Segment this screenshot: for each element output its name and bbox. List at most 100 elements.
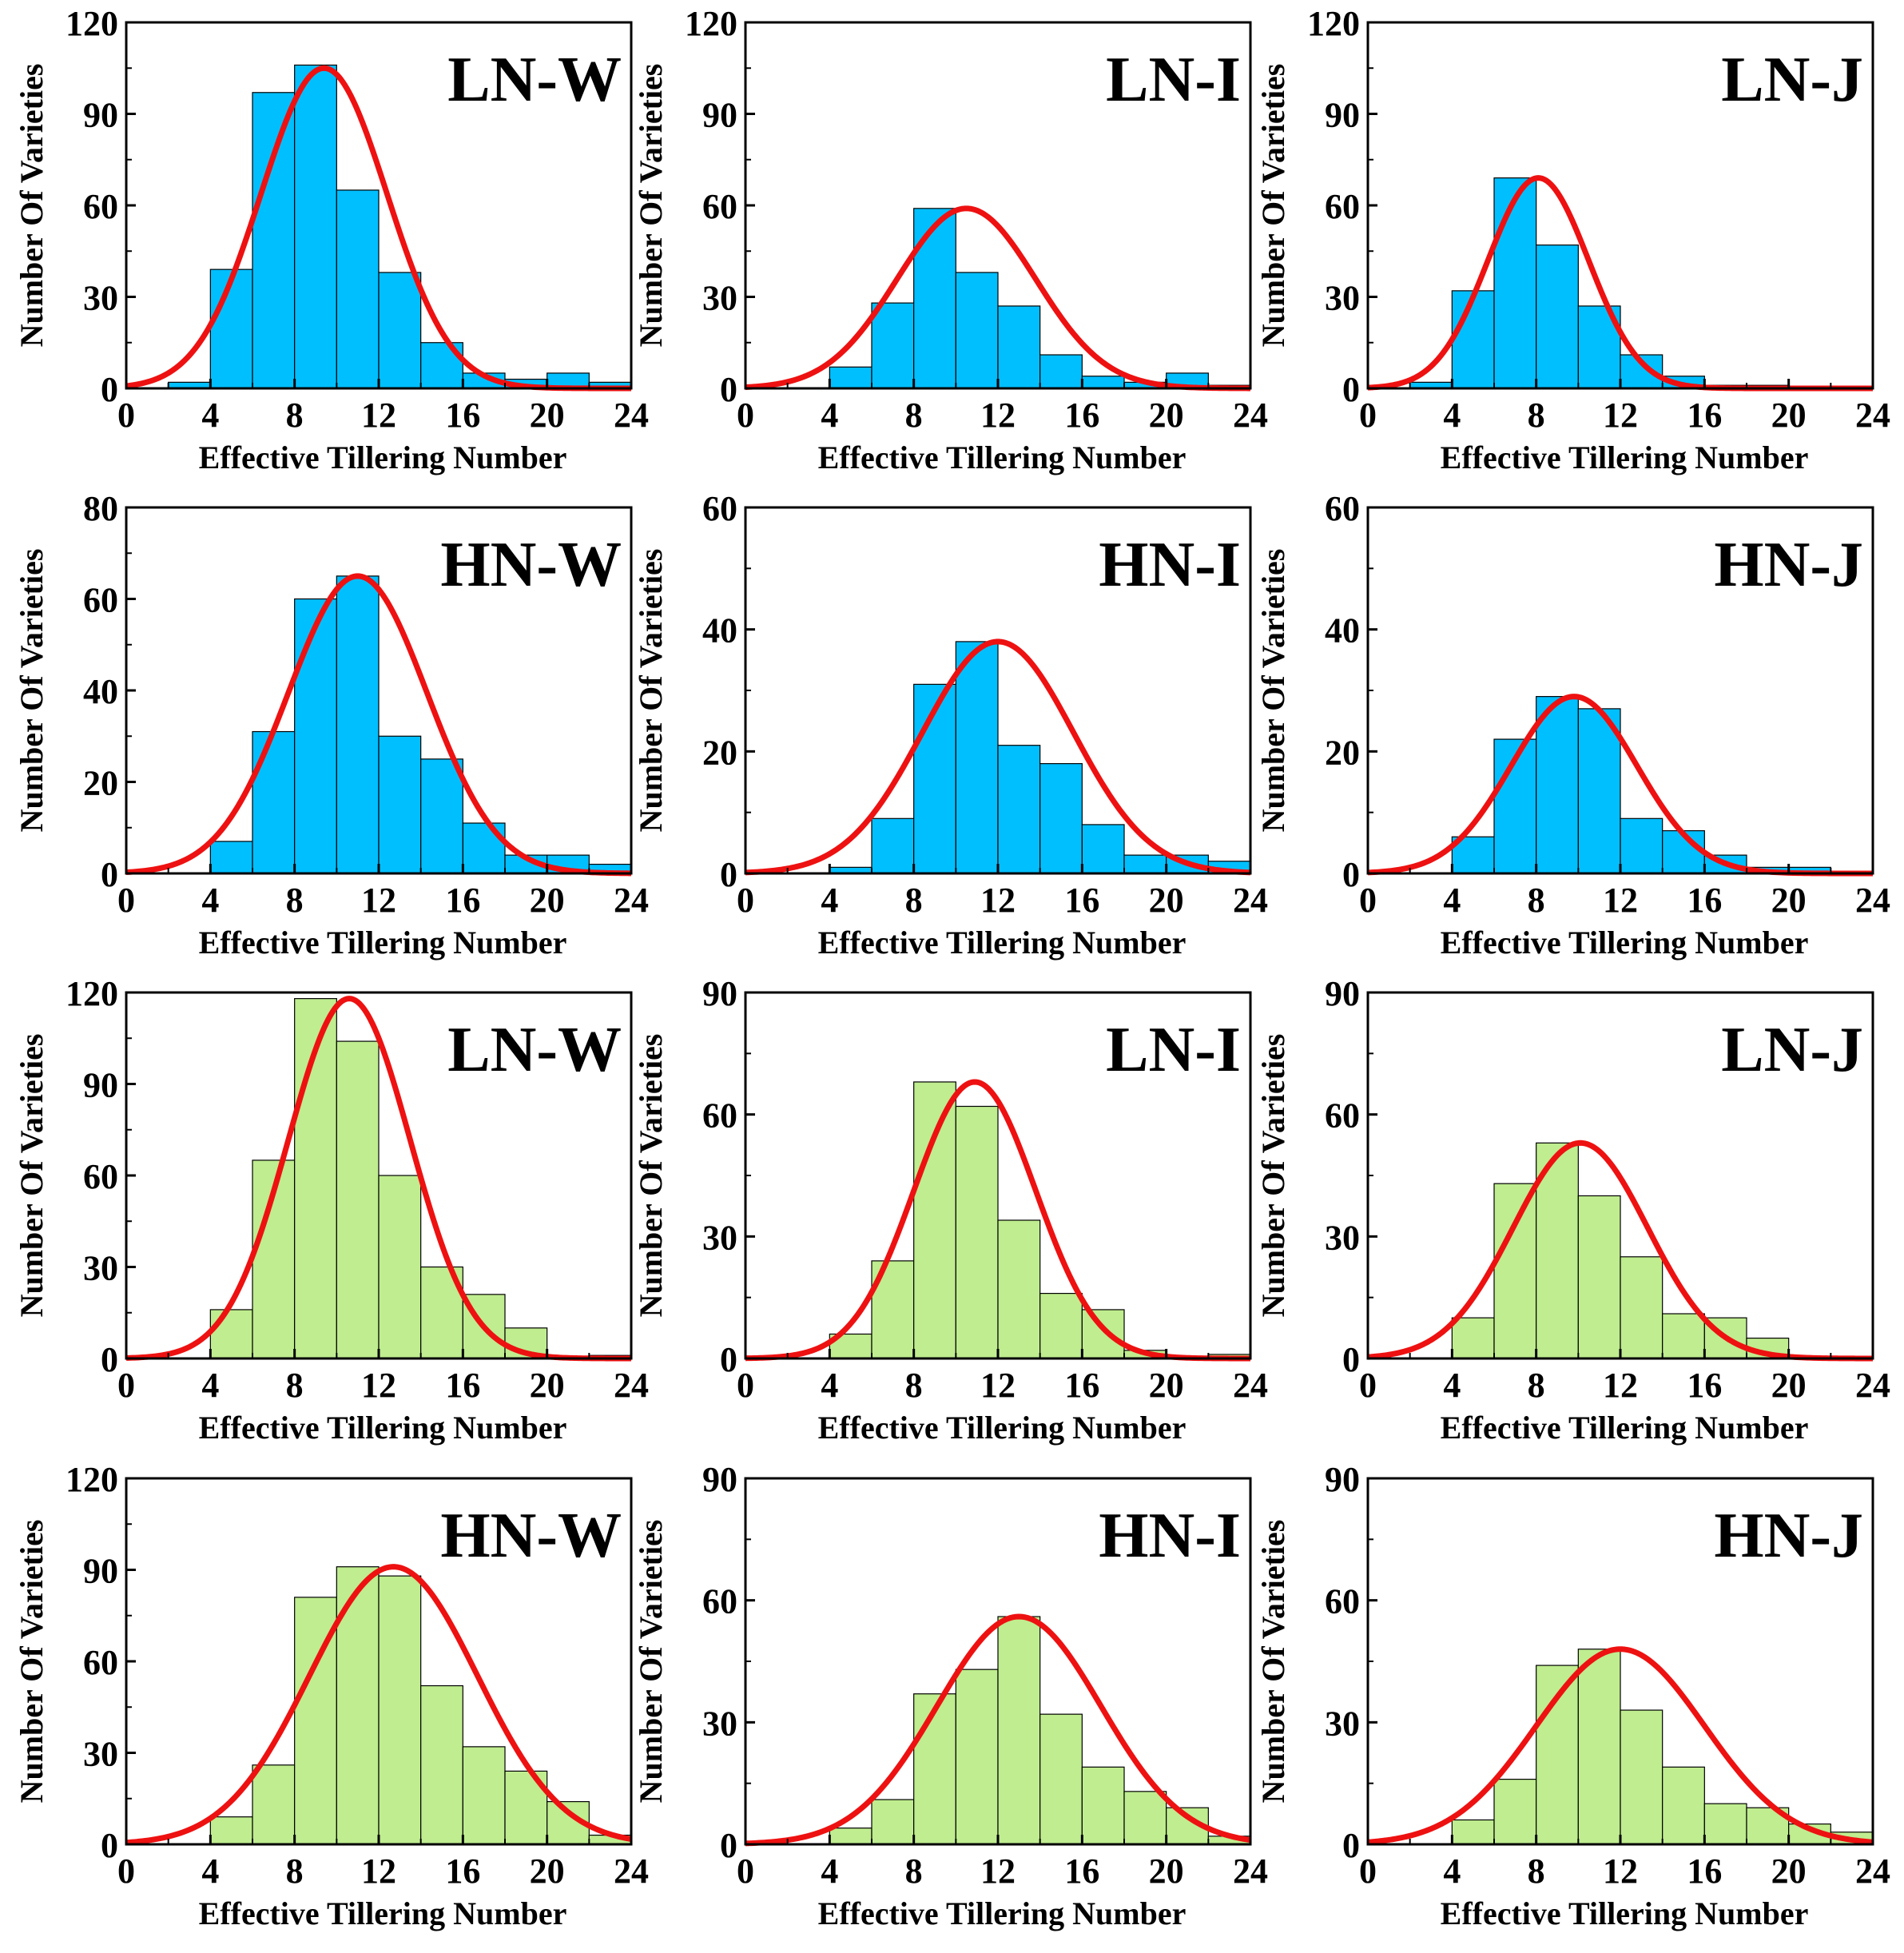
- x-tick-label: 24: [614, 1366, 649, 1405]
- histogram-bar: [955, 641, 999, 874]
- y-tick-label: 80: [83, 489, 118, 528]
- x-tick-label: 4: [821, 1366, 838, 1405]
- y-tick-label: 40: [83, 672, 118, 711]
- histogram-bar: [1662, 1766, 1705, 1845]
- x-axis-label: Effective Tillering Number: [818, 1410, 1187, 1446]
- x-tick-label: 12: [1603, 1852, 1638, 1891]
- x-tick-label: 20: [1771, 1852, 1807, 1891]
- y-axis-label: Number Of Varieties: [1255, 64, 1291, 348]
- panel-r4c3: 0 4 8 12 16 20 24 0 30 60 90 Effective Tillering Nu…: [1255, 1460, 1890, 1931]
- x-tick-label: 16: [1064, 396, 1099, 435]
- y-tick-label: 90: [83, 96, 118, 135]
- x-tick-label: 0: [117, 1852, 135, 1891]
- x-tick-label: 8: [286, 1366, 304, 1405]
- histogram-bar: [378, 1175, 422, 1359]
- histogram-bar: [462, 1746, 506, 1845]
- histogram-bar: [1039, 354, 1083, 389]
- y-axis-label: Number Of Varieties: [1255, 549, 1291, 833]
- histogram-bar: [1620, 1709, 1664, 1845]
- y-tick-label: 0: [720, 855, 737, 894]
- x-tick-label: 4: [201, 396, 219, 435]
- x-axis-label: Effective Tillering Number: [818, 1895, 1187, 1931]
- histogram-bar: [1536, 245, 1579, 389]
- histogram-bar: [209, 1309, 253, 1359]
- x-tick-label: 12: [361, 396, 396, 435]
- x-tick-label: 0: [117, 1366, 135, 1405]
- histogram-bar: [336, 1040, 380, 1359]
- y-tick-label: 30: [83, 279, 118, 318]
- y-tick-label: 60: [702, 1582, 737, 1621]
- histogram-bar: [1039, 1292, 1083, 1359]
- y-axis-label: Number Of Varieties: [1255, 1034, 1291, 1318]
- panel-title: HN-J: [1714, 530, 1863, 600]
- x-tick-label: 12: [1603, 396, 1638, 435]
- x-tick-label: 20: [530, 1366, 565, 1405]
- y-tick-label: 90: [1325, 96, 1360, 135]
- panel-r1c2: 0 4 8 12 16 20 24 0 30 60 90 120 Effective Tillering…: [633, 4, 1268, 475]
- y-tick-label: 90: [702, 96, 737, 135]
- histogram-bar: [1662, 1313, 1705, 1359]
- x-tick-label: 4: [1443, 396, 1461, 435]
- x-tick-label: 16: [1687, 396, 1722, 435]
- y-tick-label: 60: [1325, 1096, 1360, 1136]
- histogram-bar: [955, 1105, 999, 1359]
- histogram-bar: [1081, 376, 1125, 389]
- histogram-bar: [1039, 762, 1083, 874]
- x-tick-label: 16: [1064, 1852, 1099, 1891]
- panel-title: LN-I: [1106, 45, 1241, 115]
- histogram-bar: [913, 208, 956, 389]
- y-tick-label: 90: [1325, 1460, 1360, 1499]
- y-tick-label: 60: [83, 1643, 118, 1682]
- normal-fit-curve: [745, 1613, 1251, 1847]
- x-tick-label: 20: [1771, 881, 1807, 920]
- y-tick-label: 30: [83, 1249, 118, 1288]
- panel-r1c3: 0 4 8 12 16 20 24 0 30 60 90 120 Effective Tillering…: [1255, 4, 1890, 475]
- y-tick-label: 60: [1325, 489, 1360, 528]
- y-tick-label: 30: [83, 1735, 118, 1774]
- x-axis-label: Effective Tillering Number: [818, 925, 1187, 961]
- normal-fit-curve: [125, 1564, 632, 1846]
- y-tick-label: 60: [1325, 1582, 1360, 1621]
- y-tick-label: 90: [702, 1460, 737, 1499]
- panel-r3c2: 0 4 8 12 16 20 24 0 30 60 90 Effective Tillering Nu…: [633, 974, 1268, 1446]
- x-tick-label: 8: [286, 1852, 304, 1891]
- panel-title: LN-J: [1721, 1015, 1863, 1085]
- histogram-bar: [1081, 824, 1125, 874]
- x-tick-label: 8: [905, 1366, 923, 1405]
- x-tick-label: 0: [737, 1852, 754, 1891]
- histogram-bar: [378, 735, 422, 874]
- x-tick-label: 12: [980, 1366, 1016, 1405]
- panel-title: HN-I: [1099, 1501, 1241, 1571]
- x-axis-label: Effective Tillering Number: [199, 1410, 567, 1446]
- x-tick-label: 0: [117, 396, 135, 435]
- x-tick-label: 20: [1149, 1852, 1184, 1891]
- y-tick-label: 30: [1325, 1218, 1360, 1257]
- y-tick-label: 120: [685, 4, 737, 43]
- y-tick-label: 60: [83, 187, 118, 226]
- x-tick-label: 0: [1359, 1852, 1377, 1891]
- histogram-bar: [1451, 290, 1495, 389]
- x-tick-label: 4: [1443, 1366, 1461, 1405]
- y-tick-label: 0: [720, 370, 737, 409]
- y-tick-label: 40: [1325, 611, 1360, 650]
- x-tick-label: 24: [1855, 1852, 1890, 1891]
- histogram-bar: [209, 841, 253, 874]
- y-axis-label: Number Of Varieties: [633, 1520, 669, 1804]
- x-tick-label: 12: [980, 396, 1016, 435]
- x-tick-label: 4: [821, 396, 838, 435]
- histogram-bar: [913, 1081, 956, 1359]
- histogram-bar: [871, 1799, 915, 1845]
- x-tick-label: 12: [361, 1852, 396, 1891]
- histogram-bar: [336, 189, 380, 389]
- panel-r1c1: 0 4 8 12 16 20 24 0 30 60 90 120 Effective Tillering…: [14, 4, 649, 475]
- y-tick-label: 90: [83, 1552, 118, 1591]
- y-tick-label: 90: [83, 1066, 118, 1105]
- x-tick-label: 16: [1687, 881, 1722, 920]
- histogram-bar: [1081, 1766, 1125, 1845]
- panel-title: LN-W: [447, 1015, 622, 1085]
- histogram-bar: [1577, 1195, 1621, 1359]
- x-tick-label: 20: [1771, 1366, 1807, 1405]
- x-tick-label: 20: [1149, 1366, 1184, 1405]
- histogram-bar: [997, 305, 1041, 389]
